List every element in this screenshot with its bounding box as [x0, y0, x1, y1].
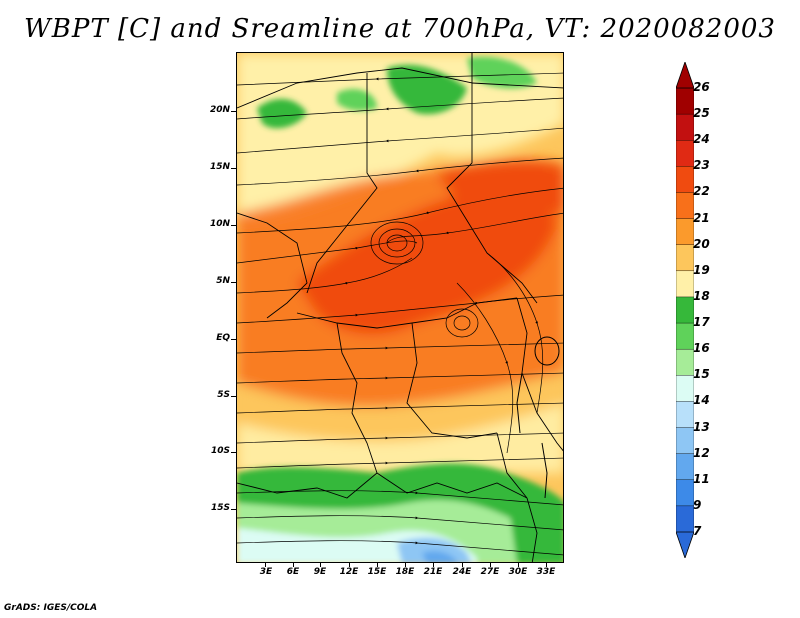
lon-tick: [293, 563, 294, 567]
colorbar-top-arrow: [676, 62, 694, 89]
lon-label-24e: 24E: [452, 567, 472, 577]
colorbar-cell: [676, 296, 694, 324]
colorbar-label: 11: [693, 471, 710, 486]
lon-tick: [546, 563, 547, 567]
map-panel[interactable]: [236, 52, 564, 563]
lon-label-12e: 12E: [339, 567, 359, 577]
green-patch-nw: [257, 98, 307, 129]
lat-tick: [231, 282, 236, 283]
vortices: [370, 221, 479, 338]
green-patch-n2: [387, 64, 467, 115]
lon-tick: [405, 563, 406, 567]
colorbar-cell: [676, 479, 694, 507]
colorbar-label: 17: [693, 315, 710, 330]
lon-label-15e: 15E: [367, 567, 387, 577]
colorbar-label: 7: [693, 524, 702, 538]
colorbar-label: 26: [693, 80, 710, 94]
chart-title: WBPT [C] and Sreamline at 700hPa, VT: 20…: [24, 14, 776, 44]
colorbar-label: 25: [693, 106, 710, 121]
lat-tick: [231, 396, 236, 397]
lon-label-18e: 18E: [395, 567, 415, 577]
colorbar-label: 13: [693, 419, 710, 434]
colorbar-cell: [676, 140, 694, 168]
colorbar-cell: [676, 401, 694, 429]
colorbar-cell: [676, 87, 694, 115]
colorbar-label: 14: [693, 393, 710, 408]
lat-label-20n: 20N: [209, 105, 230, 115]
colorbar-label: 21: [693, 210, 710, 225]
colorbar-label: 19: [693, 262, 710, 277]
lon-label-6e: 6E: [286, 567, 300, 577]
lon-tick: [265, 563, 266, 567]
lon-tick: [349, 563, 350, 567]
lon-tick: [320, 563, 321, 567]
lat-tick: [231, 111, 236, 112]
lat-tick: [231, 452, 236, 453]
colorbar-label: 23: [693, 158, 710, 173]
lon-tick: [462, 563, 463, 567]
lat-tick: [231, 339, 236, 340]
lon-tick: [433, 563, 434, 567]
green-patch-se: [507, 487, 563, 562]
colorbar-label: 22: [693, 184, 710, 199]
lon-tick: [490, 563, 491, 567]
lon-label-27e: 27E: [480, 567, 500, 577]
warm-core-1: [297, 190, 557, 334]
colorbar-cell: [676, 427, 694, 455]
lon-tick: [377, 563, 378, 567]
colorbar-cell: [676, 166, 694, 194]
colorbar-cell: [676, 505, 694, 533]
lat-label-10s: 10S: [210, 446, 230, 456]
colorbar-label: 18: [693, 288, 710, 303]
lakes: [516, 336, 560, 499]
colorbar-cell: [676, 453, 694, 481]
lat-label-15n: 15N: [209, 162, 230, 172]
lat-label-15s: 15S: [210, 503, 230, 513]
lat-tick: [231, 225, 236, 226]
lat-label-5s: 5S: [217, 390, 230, 400]
colorbar: [676, 62, 694, 558]
lat-label-5n: 5N: [216, 276, 230, 286]
green-patch-ne: [467, 56, 537, 89]
colorbar-cell: [676, 218, 694, 246]
lat-tick: [231, 168, 236, 169]
colorbar-cell: [676, 375, 694, 403]
colorbar-cell: [676, 244, 694, 272]
footer-credit: GrADS: IGES/COLA: [4, 603, 98, 613]
country-borders: [237, 53, 563, 562]
colorbar-label: 15: [693, 367, 710, 382]
colorbar-cell: [676, 192, 694, 220]
lat-label-10n: 10N: [209, 219, 230, 229]
warm-core-2: [437, 160, 563, 213]
lon-label-30e: 30E: [508, 567, 528, 577]
lon-label-3e: 3E: [259, 567, 273, 577]
lon-tick: [518, 563, 519, 567]
lat-label-eq: EQ: [216, 333, 230, 343]
colorbar-cell: [676, 348, 694, 376]
colorbar-cell: [676, 113, 694, 141]
south-pale-band: [237, 403, 563, 473]
colorbar-label: 24: [693, 132, 710, 147]
lat-tick: [231, 509, 236, 510]
blue-core-south: [422, 551, 458, 562]
colorbar-cell: [676, 322, 694, 350]
colorbar-label: 16: [693, 341, 710, 356]
colorbar-label: 9: [693, 497, 702, 512]
north-cool-zone: [237, 53, 563, 223]
lon-label-33e: 33E: [536, 567, 556, 577]
colorbar-cell: [676, 270, 694, 298]
colorbar-bottom-arrow: [676, 531, 694, 558]
colorbar-label: 20: [693, 236, 710, 251]
lon-label-9e: 9E: [313, 567, 327, 577]
streamlines: [237, 72, 563, 556]
lon-label-21e: 21E: [423, 567, 443, 577]
colorbar-label: 12: [693, 445, 710, 460]
wbpt-field: [237, 53, 563, 562]
